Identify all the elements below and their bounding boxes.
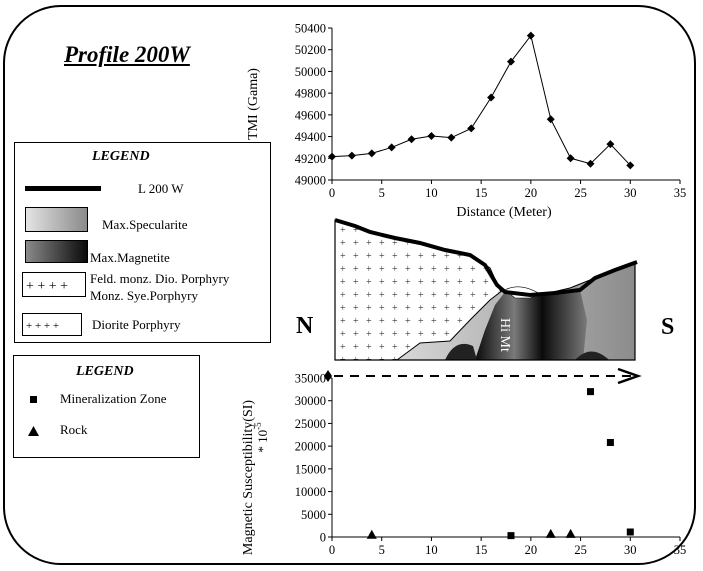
x-tick-label: 20 bbox=[525, 186, 538, 200]
y-axis-label: TMI (Gama) bbox=[246, 68, 261, 140]
mineralization-zone-point bbox=[606, 439, 614, 447]
geologic-cross-section: + Hi Mt bbox=[334, 218, 638, 361]
tmi-data-point bbox=[387, 143, 396, 152]
tmi-data-point bbox=[487, 93, 496, 102]
tmi-data-point bbox=[586, 159, 595, 168]
legend-profile-line-label: L 200 W bbox=[138, 181, 184, 196]
tmi-data-point bbox=[626, 161, 635, 170]
y-axis-unit-label: * 10-5 bbox=[253, 422, 270, 453]
x-tick-label: 35 bbox=[674, 186, 687, 200]
magnetite-swatch bbox=[25, 240, 88, 263]
y-tick-label: 50200 bbox=[295, 43, 326, 57]
y-tick-label: 50400 bbox=[295, 22, 326, 36]
arrow-start-icon bbox=[324, 370, 332, 382]
section-hi-mt-label: Hi Mt bbox=[497, 318, 512, 352]
south-label: S bbox=[661, 314, 675, 340]
legend-magnetite-label: Max.Magnetite bbox=[90, 250, 170, 265]
x-tick-label: 5 bbox=[379, 186, 385, 200]
y-tick-label: 49600 bbox=[295, 108, 326, 122]
mineralization-zone-point bbox=[507, 532, 515, 540]
x-tick-label: 35 bbox=[674, 543, 687, 557]
y-tick-label: 49000 bbox=[295, 174, 326, 188]
legend-units: LEGEND L 200 W Max.Specularite Max.Magne… bbox=[14, 142, 271, 343]
magnetite-body bbox=[475, 290, 587, 360]
x-tick-label: 25 bbox=[574, 543, 587, 557]
rock-point bbox=[545, 528, 556, 538]
legend-specularite-label: Max.Specularite bbox=[102, 217, 188, 232]
y-tick-label: 10000 bbox=[295, 485, 326, 499]
y-axis-unit-multiplier: * 10 bbox=[255, 430, 270, 453]
y-tick-label: 5000 bbox=[301, 508, 326, 522]
specularite-swatch bbox=[25, 207, 88, 232]
profile-line-l200w bbox=[334, 218, 638, 298]
tmi-data-point bbox=[407, 135, 416, 144]
tmi-data-point bbox=[427, 132, 436, 141]
y-tick-label: 50000 bbox=[295, 65, 326, 79]
y-tick-label: 15000 bbox=[295, 462, 326, 476]
x-tick-label: 15 bbox=[475, 543, 488, 557]
magnetite-pod-right bbox=[575, 351, 609, 360]
y-tick-label: 49200 bbox=[295, 152, 326, 166]
arrow-head-icon bbox=[617, 367, 642, 385]
tmi-data-point bbox=[566, 154, 575, 163]
x-tick-label: 10 bbox=[425, 186, 438, 200]
legend-monz-sye-label: Monz. Sye.Porphyry bbox=[90, 288, 198, 303]
section-outline bbox=[334, 220, 636, 361]
tmi-data-point bbox=[347, 151, 356, 160]
x-tick-label: 0 bbox=[329, 543, 335, 557]
north-label: N bbox=[296, 313, 314, 339]
x-tick-label: 15 bbox=[475, 186, 488, 200]
legend-samples: LEGEND Mineralization Zone Rock bbox=[13, 355, 200, 458]
square-marker-icon bbox=[30, 396, 37, 403]
legend-diorite-label: Diorite Porphyry bbox=[92, 317, 181, 332]
svg-text:+ + + +: + + + + bbox=[26, 279, 68, 294]
x-tick-label: 25 bbox=[574, 186, 587, 200]
traverse-arrow bbox=[324, 367, 642, 385]
tmi-data-point bbox=[526, 31, 535, 40]
x-tick-label: 10 bbox=[425, 543, 438, 557]
tmi-data-point bbox=[328, 152, 336, 161]
x-tick-label: 20 bbox=[525, 543, 538, 557]
y-tick-label: 20000 bbox=[295, 440, 326, 454]
tmi-chart: 0 5 10 15 20 25 30 35 49000 49200 49400 49600 49800 5… bbox=[246, 22, 687, 221]
y-axis-unit-exponent: -5 bbox=[253, 422, 263, 430]
x-tick-label: 0 bbox=[329, 186, 335, 200]
y-tick-label: 25000 bbox=[295, 417, 326, 431]
y-tick-label: 35000 bbox=[295, 372, 326, 386]
tmi-series-line bbox=[331, 34, 631, 166]
legend-mineralization-label: Mineralization Zone bbox=[60, 391, 167, 406]
mineralization-zone-point bbox=[626, 528, 634, 536]
susceptibility-chart: 0 5 10 15 20 25 30 35 0 5000 10000 15000 20000 25000 3… bbox=[241, 372, 687, 558]
legend-rock-label: Rock bbox=[60, 422, 88, 437]
rock-point bbox=[565, 528, 576, 538]
svg-text:+ + + +: + + + + bbox=[26, 320, 59, 332]
tmi-data-point bbox=[367, 149, 376, 158]
tmi-data-point bbox=[506, 57, 515, 66]
y-tick-label: 49800 bbox=[295, 87, 326, 101]
y-tick-label: 0 bbox=[320, 531, 326, 545]
tmi-data-point bbox=[447, 133, 456, 142]
y-tick-label: 30000 bbox=[295, 394, 326, 408]
rock-point bbox=[366, 529, 377, 539]
triangle-marker-icon bbox=[28, 426, 39, 436]
tmi-data-point bbox=[467, 124, 476, 133]
x-tick-label: 30 bbox=[624, 543, 637, 557]
legend-feld-monz-label: Feld. monz. Dio. Porphyry bbox=[90, 271, 230, 286]
figure-frame bbox=[3, 5, 696, 565]
profile-line-swatch bbox=[25, 186, 101, 191]
tmi-data-point bbox=[546, 115, 555, 124]
magnetite-pod-left bbox=[445, 343, 477, 360]
profile-title: Profile 200W bbox=[64, 42, 190, 67]
y-axis-label: Magnetic Susceptibility(SI) bbox=[241, 400, 256, 555]
mineralization-zone-point bbox=[587, 388, 595, 396]
y-tick-label: 49400 bbox=[295, 130, 326, 144]
x-axis-label: Distance (Meter) bbox=[456, 205, 552, 220]
diorite-porphyry-swatch: + + + + bbox=[22, 313, 82, 336]
legend-units-heading: LEGEND bbox=[92, 149, 150, 164]
x-tick-label: 5 bbox=[379, 543, 385, 557]
tmi-data-point bbox=[606, 140, 615, 149]
x-tick-label: 30 bbox=[624, 186, 637, 200]
feld-monz-porphyry-swatch: + + + + bbox=[22, 272, 86, 297]
legend-samples-heading: LEGEND bbox=[76, 364, 134, 379]
